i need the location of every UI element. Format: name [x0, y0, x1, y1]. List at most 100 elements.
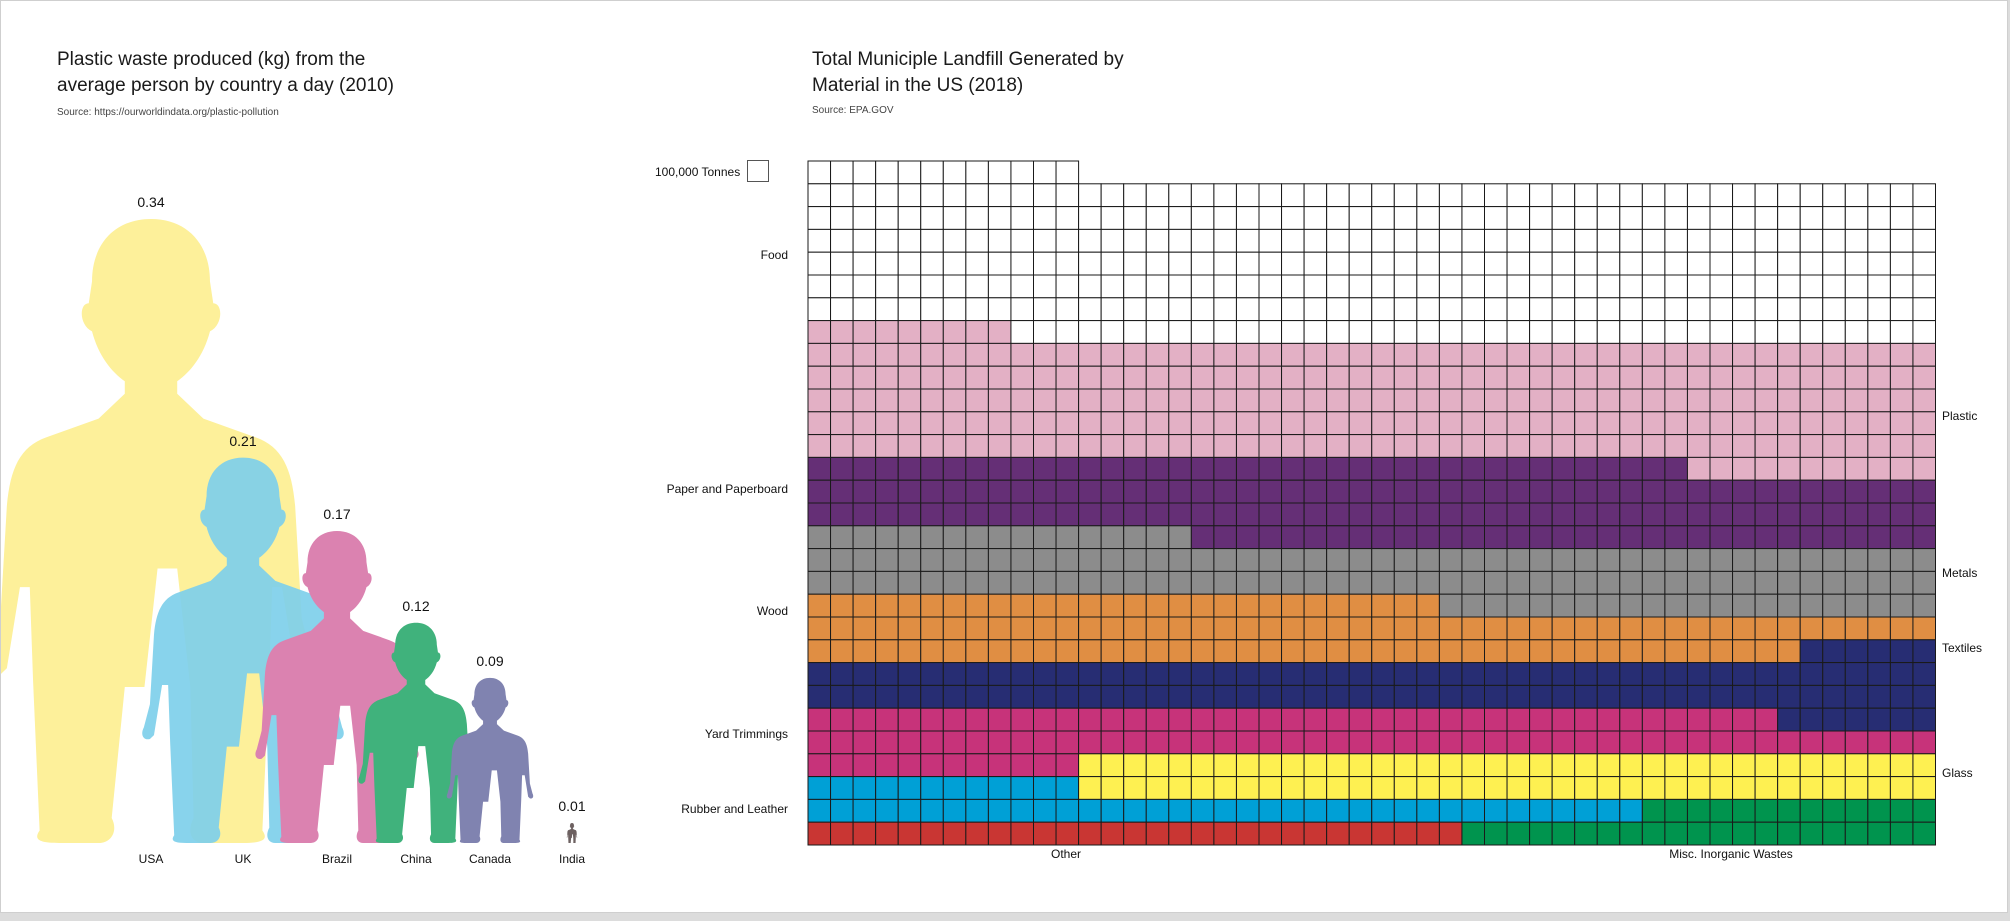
waffle-cell — [1754, 320, 1779, 344]
waffle-cell — [1912, 320, 1936, 344]
waffle-cell — [1732, 251, 1756, 276]
waffle-cell — [1258, 411, 1283, 436]
waffle-cell — [1258, 570, 1283, 595]
waffle-cell — [1055, 707, 1080, 732]
waffle-cell — [1168, 183, 1192, 208]
waffle-cell — [1145, 342, 1170, 367]
waffle-cell — [830, 342, 854, 367]
waffle-cell — [965, 251, 989, 276]
waffle-cell — [1326, 821, 1350, 846]
waffle-cell — [1033, 365, 1057, 390]
waffle-cell — [875, 525, 899, 550]
waffle-cell — [1709, 456, 1734, 481]
waffle-cell — [1393, 365, 1418, 390]
waffle-cell — [1235, 502, 1260, 527]
waffle-cell — [1123, 502, 1147, 527]
waffle-cell — [920, 388, 944, 413]
value-label: 0.21 — [229, 432, 257, 449]
waffle-cell — [1100, 502, 1125, 527]
waffle-cell — [852, 753, 877, 778]
waffle-cell — [1100, 342, 1125, 367]
waffle-cell — [920, 183, 944, 208]
waffle-cell — [875, 479, 899, 504]
waffle-cell — [1754, 821, 1779, 846]
waffle-cell — [1889, 297, 1914, 322]
waffle-cell — [807, 502, 832, 527]
waffle-cell — [1596, 753, 1621, 778]
waffle-cell — [942, 730, 967, 755]
waffle-cell — [1551, 206, 1576, 230]
waffle-cell — [1348, 684, 1373, 709]
waffle-cell — [1732, 183, 1756, 208]
waffle-cell — [1754, 707, 1779, 732]
waffle-cell — [1145, 479, 1170, 504]
waffle-cell — [1686, 479, 1711, 504]
waffle-cell — [1732, 502, 1756, 527]
waffle-cell — [1619, 821, 1643, 846]
waffle-cell — [965, 479, 989, 504]
waffle-cell — [1844, 730, 1869, 755]
waffle-cell — [1641, 707, 1666, 732]
waffle-cell — [807, 342, 832, 367]
waffle-cell — [965, 525, 989, 550]
waffle-cell — [1867, 388, 1891, 413]
waffle-cell — [1303, 206, 1328, 230]
waffle-cell — [1596, 228, 1621, 253]
waffle-cell — [1235, 730, 1260, 755]
waffle-cell — [897, 183, 922, 208]
waffle-cell — [1123, 206, 1147, 230]
waffle-cell — [1754, 365, 1779, 390]
waffle-cell — [875, 388, 899, 413]
waffle-cell — [1551, 320, 1576, 344]
waffle-cell — [1393, 502, 1418, 527]
waffle-cell — [1348, 548, 1373, 572]
waffle-cell — [1168, 753, 1192, 778]
waffle-cell — [1844, 593, 1869, 618]
waffle-cell — [1393, 684, 1418, 709]
waffle-cell — [1303, 593, 1328, 618]
waffle-cell — [1912, 228, 1936, 253]
value-label: 0.12 — [402, 597, 430, 614]
waffle-cell — [1619, 274, 1643, 299]
waffle-cell — [920, 297, 944, 322]
waffle-cell — [1055, 251, 1080, 276]
waffle-cell — [1303, 183, 1328, 208]
waffle-cell — [1100, 662, 1125, 686]
waffle-cell — [1348, 776, 1373, 800]
waffle-cell — [1912, 593, 1936, 618]
waffle-cell — [1912, 548, 1936, 572]
waffle-cell — [1732, 274, 1756, 299]
waffle-cell — [1348, 821, 1373, 846]
waffle-cell — [1235, 684, 1260, 709]
waffle-cell — [1303, 798, 1328, 823]
category-label-rubber-and-leather: Rubber and Leather — [681, 802, 788, 816]
waffle-cell — [1912, 183, 1936, 208]
waffle-cell — [1506, 525, 1531, 550]
waffle-cell — [1506, 548, 1531, 572]
waffle-cell — [1348, 707, 1373, 732]
waffle-cell — [1596, 479, 1621, 504]
waffle-cell — [1078, 183, 1102, 208]
waffle-cell — [1326, 798, 1350, 823]
waffle-cell — [942, 798, 967, 823]
waffle-cell — [1889, 730, 1914, 755]
waffle-cell — [1100, 388, 1125, 413]
waffle-cell — [1912, 456, 1936, 481]
waffle-cell — [1844, 776, 1869, 800]
waffle-cell — [875, 570, 899, 595]
waffle-cell — [1912, 707, 1936, 732]
waffle-cell — [1371, 730, 1395, 755]
waffle-cell — [1145, 456, 1170, 481]
waffle-cell — [1867, 753, 1891, 778]
waffle-cell — [1822, 342, 1846, 367]
category-label-paper-and-paperboard: Paper and Paperboard — [666, 482, 788, 496]
waffle-cell — [965, 798, 989, 823]
waffle-cell — [1461, 525, 1485, 550]
waffle-cell — [920, 616, 944, 641]
waffle-cell — [1348, 297, 1373, 322]
waffle-cell — [1010, 548, 1035, 572]
waffle-cell — [807, 570, 832, 595]
waffle-cell — [1461, 798, 1485, 823]
waffle-cell — [1574, 183, 1598, 208]
waffle-cell — [1641, 297, 1666, 322]
